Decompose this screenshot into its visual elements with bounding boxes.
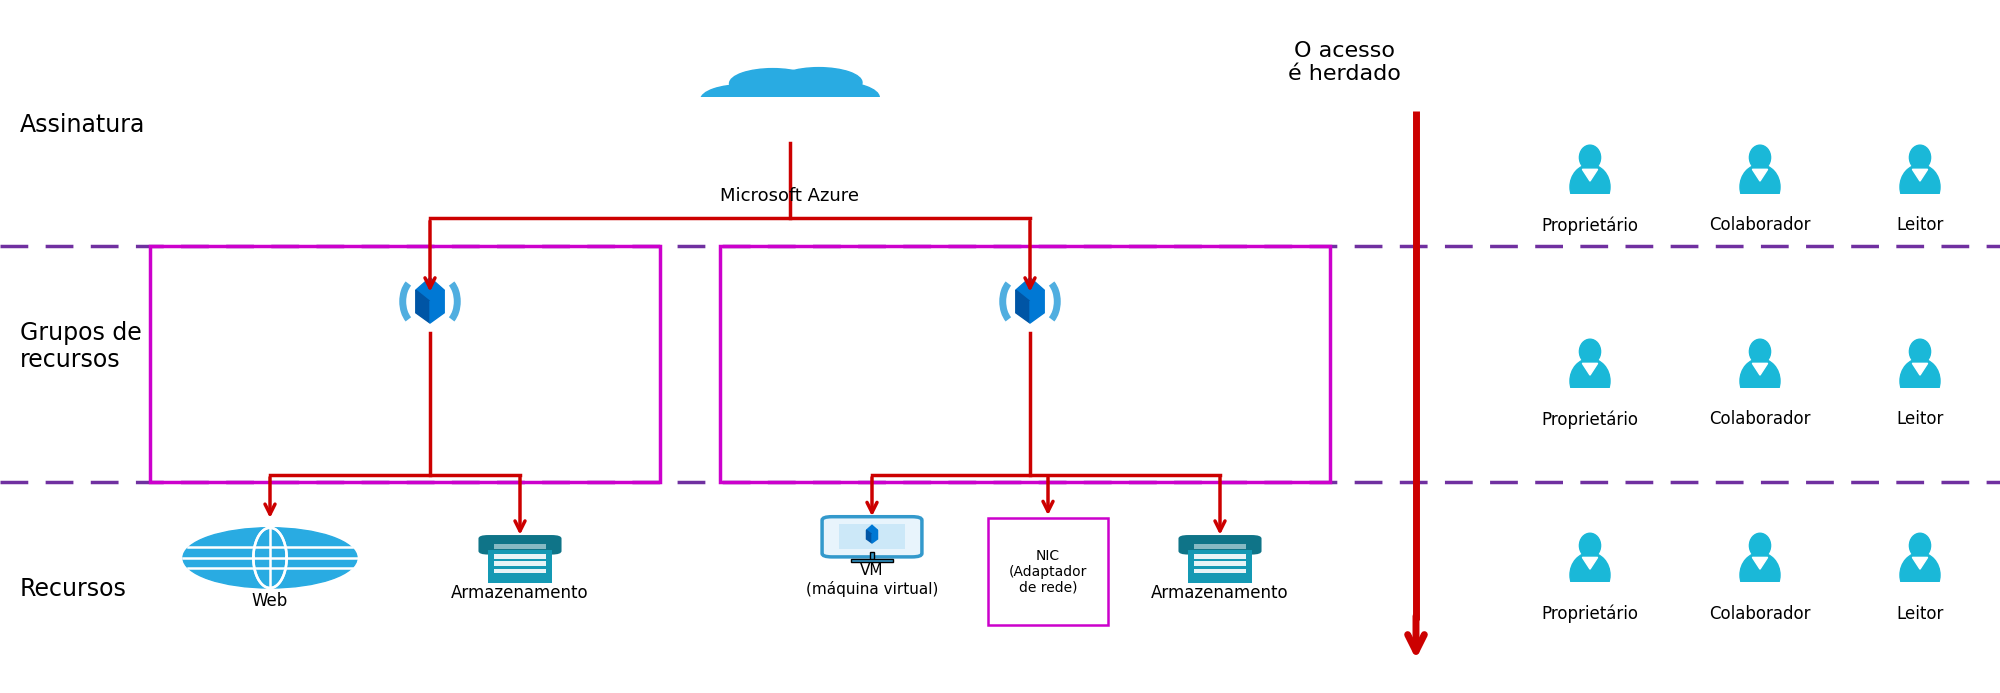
FancyBboxPatch shape	[1188, 550, 1252, 583]
Text: Grupos de
recursos: Grupos de recursos	[20, 321, 142, 372]
Ellipse shape	[1910, 533, 1930, 558]
Text: NIC
(Adaptador
de rede): NIC (Adaptador de rede)	[1008, 549, 1088, 595]
Text: Leitor: Leitor	[1896, 604, 1944, 622]
Polygon shape	[1016, 278, 1044, 301]
Polygon shape	[416, 290, 430, 323]
Text: Microsoft Azure: Microsoft Azure	[720, 187, 860, 205]
Ellipse shape	[1910, 339, 1930, 364]
Text: Proprietário: Proprietário	[1542, 216, 1638, 235]
FancyBboxPatch shape	[840, 524, 904, 549]
Ellipse shape	[1740, 359, 1780, 403]
Circle shape	[730, 69, 816, 98]
Text: Colaborador: Colaborador	[1710, 410, 1810, 428]
FancyBboxPatch shape	[1194, 554, 1246, 559]
FancyBboxPatch shape	[1566, 194, 1614, 213]
FancyBboxPatch shape	[1566, 582, 1614, 601]
Polygon shape	[430, 290, 444, 323]
FancyBboxPatch shape	[822, 517, 922, 557]
Ellipse shape	[1580, 145, 1600, 170]
FancyBboxPatch shape	[1736, 194, 1784, 213]
FancyBboxPatch shape	[494, 561, 546, 566]
FancyBboxPatch shape	[1736, 582, 1784, 601]
Text: Colaborador: Colaborador	[1710, 216, 1810, 234]
Text: Recursos: Recursos	[20, 577, 126, 601]
Text: Proprietário: Proprietário	[1542, 410, 1638, 429]
FancyBboxPatch shape	[1194, 569, 1246, 573]
Circle shape	[730, 75, 850, 117]
Polygon shape	[1912, 169, 1928, 181]
Ellipse shape	[1740, 164, 1780, 209]
Polygon shape	[1030, 290, 1044, 323]
FancyBboxPatch shape	[494, 545, 546, 549]
Text: Colaborador: Colaborador	[1710, 604, 1810, 622]
FancyBboxPatch shape	[494, 554, 546, 559]
Polygon shape	[1582, 169, 1598, 181]
Ellipse shape	[1570, 164, 1610, 209]
Ellipse shape	[1580, 339, 1600, 364]
Ellipse shape	[1750, 339, 1770, 364]
Text: Leitor: Leitor	[1896, 410, 1944, 428]
Text: Assinatura: Assinatura	[20, 113, 146, 137]
Polygon shape	[872, 530, 878, 543]
FancyBboxPatch shape	[488, 550, 552, 583]
FancyBboxPatch shape	[1194, 561, 1246, 566]
FancyBboxPatch shape	[494, 569, 546, 573]
Text: VM
(máquina virtual): VM (máquina virtual)	[806, 563, 938, 597]
Text: Proprietário: Proprietário	[1542, 604, 1638, 623]
Polygon shape	[1016, 290, 1030, 323]
Ellipse shape	[1900, 164, 1940, 209]
Text: Armazenamento: Armazenamento	[452, 584, 588, 602]
FancyBboxPatch shape	[1194, 545, 1246, 549]
Polygon shape	[1912, 363, 1928, 375]
FancyBboxPatch shape	[870, 552, 874, 561]
Polygon shape	[1912, 557, 1928, 569]
Ellipse shape	[1900, 553, 1940, 597]
Ellipse shape	[1900, 359, 1940, 403]
Polygon shape	[1582, 363, 1598, 375]
Circle shape	[788, 82, 880, 114]
Circle shape	[184, 528, 356, 588]
FancyBboxPatch shape	[478, 535, 562, 554]
Circle shape	[776, 68, 862, 98]
Text: Leitor: Leitor	[1896, 216, 1944, 234]
Circle shape	[700, 85, 788, 114]
Ellipse shape	[1910, 145, 1930, 170]
FancyBboxPatch shape	[1736, 388, 1784, 407]
Text: Armazenamento: Armazenamento	[1152, 584, 1288, 602]
FancyBboxPatch shape	[1896, 388, 1944, 407]
Text: O acesso
é herdado: O acesso é herdado	[1288, 41, 1400, 84]
Ellipse shape	[1570, 553, 1610, 597]
Ellipse shape	[1750, 533, 1770, 558]
Polygon shape	[1752, 169, 1768, 181]
FancyBboxPatch shape	[850, 559, 894, 562]
Polygon shape	[1752, 363, 1768, 375]
Polygon shape	[416, 278, 444, 301]
Polygon shape	[1752, 557, 1768, 569]
Ellipse shape	[1570, 359, 1610, 403]
FancyBboxPatch shape	[1566, 388, 1614, 407]
Ellipse shape	[1580, 533, 1600, 558]
Ellipse shape	[1740, 553, 1780, 597]
FancyBboxPatch shape	[1178, 535, 1262, 554]
Polygon shape	[1582, 557, 1598, 569]
FancyBboxPatch shape	[1896, 582, 1944, 601]
FancyBboxPatch shape	[988, 518, 1108, 625]
FancyBboxPatch shape	[1896, 194, 1944, 213]
FancyBboxPatch shape	[682, 96, 898, 119]
Text: Web: Web	[252, 592, 288, 610]
Ellipse shape	[1750, 145, 1770, 170]
Polygon shape	[866, 530, 872, 543]
Polygon shape	[866, 525, 878, 534]
